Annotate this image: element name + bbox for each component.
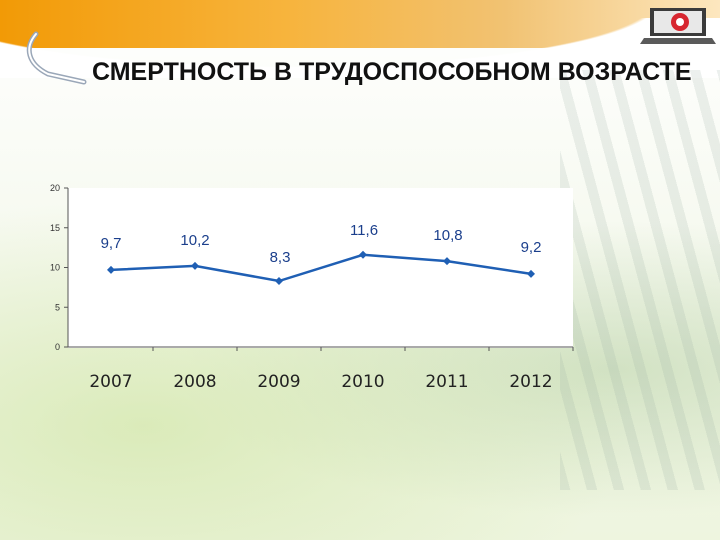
curved-arrow-icon [26, 31, 87, 85]
x-tick-label: 2012 [509, 372, 552, 392]
y-tick-label: 20 [50, 183, 60, 193]
y-tick-label: 15 [50, 223, 60, 233]
data-point [107, 265, 115, 274]
page-title: СМЕРТНОСТЬ В ТРУДОСПОСОБНОМ ВОЗРАСТЕ [92, 58, 692, 86]
data-point [359, 250, 367, 259]
x-tick-label: 2010 [341, 372, 384, 392]
data-point [275, 277, 283, 286]
header-swoosh [0, 18, 720, 78]
decorative-stripes [560, 70, 720, 490]
data-label: 10,2 [180, 232, 209, 249]
data-point [191, 261, 199, 270]
x-tick-label: 2009 [257, 372, 300, 392]
x-tick-label: 2011 [425, 372, 468, 392]
data-label: 11,6 [350, 222, 378, 239]
data-label: 9,7 [101, 235, 122, 252]
y-tick-label: 0 [55, 342, 60, 352]
data-label: 9,2 [521, 239, 542, 256]
data-point [527, 269, 535, 278]
series-line [110, 253, 532, 283]
y-tick-label: 5 [55, 302, 60, 312]
x-tick-label: 2007 [89, 372, 132, 392]
data-label: 10,8 [433, 227, 462, 244]
data-label: 8,3 [270, 249, 291, 266]
laptop-logo-icon [640, 8, 716, 44]
data-point [443, 257, 451, 266]
y-tick-label: 10 [50, 263, 60, 273]
x-tick-label: 2008 [173, 372, 216, 392]
